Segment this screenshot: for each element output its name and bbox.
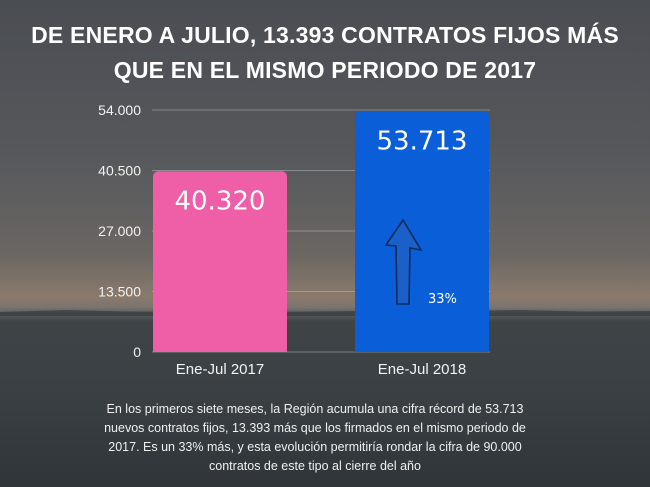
data-label: 40.320 <box>175 186 266 216</box>
y-tick-label: 54.000 <box>98 102 141 118</box>
title-line-1: DE ENERO A JULIO, 13.393 CONTRATOS FIJOS… <box>31 22 619 48</box>
caption-text: En los primeros siete meses, la Región a… <box>104 402 526 473</box>
bar <box>355 111 489 352</box>
up-arrow-icon <box>384 218 423 305</box>
y-tick-label: 0 <box>133 344 141 360</box>
percent-annotation: 33% <box>428 292 457 307</box>
data-label: 53.713 <box>377 126 468 156</box>
bar-chart: 0 13.500 27.000 40.500 54.000 40.320 Ene-Jul 2… <box>98 102 490 378</box>
x-tick-label: Ene-Jul 2017 <box>176 361 264 378</box>
x-tick-label: Ene-Jul 2018 <box>378 361 466 378</box>
y-tick-label: 27.000 <box>98 223 141 239</box>
background-horizon <box>0 308 650 316</box>
page-title: DE ENERO A JULIO, 13.393 CONTRATOS FIJOS… <box>0 18 650 88</box>
bar <box>153 171 287 352</box>
y-tick-label: 13.500 <box>98 284 141 300</box>
title-line-2: QUE EN EL MISMO PERIODO DE 2017 <box>113 57 537 83</box>
y-tick-label: 40.500 <box>98 163 141 179</box>
